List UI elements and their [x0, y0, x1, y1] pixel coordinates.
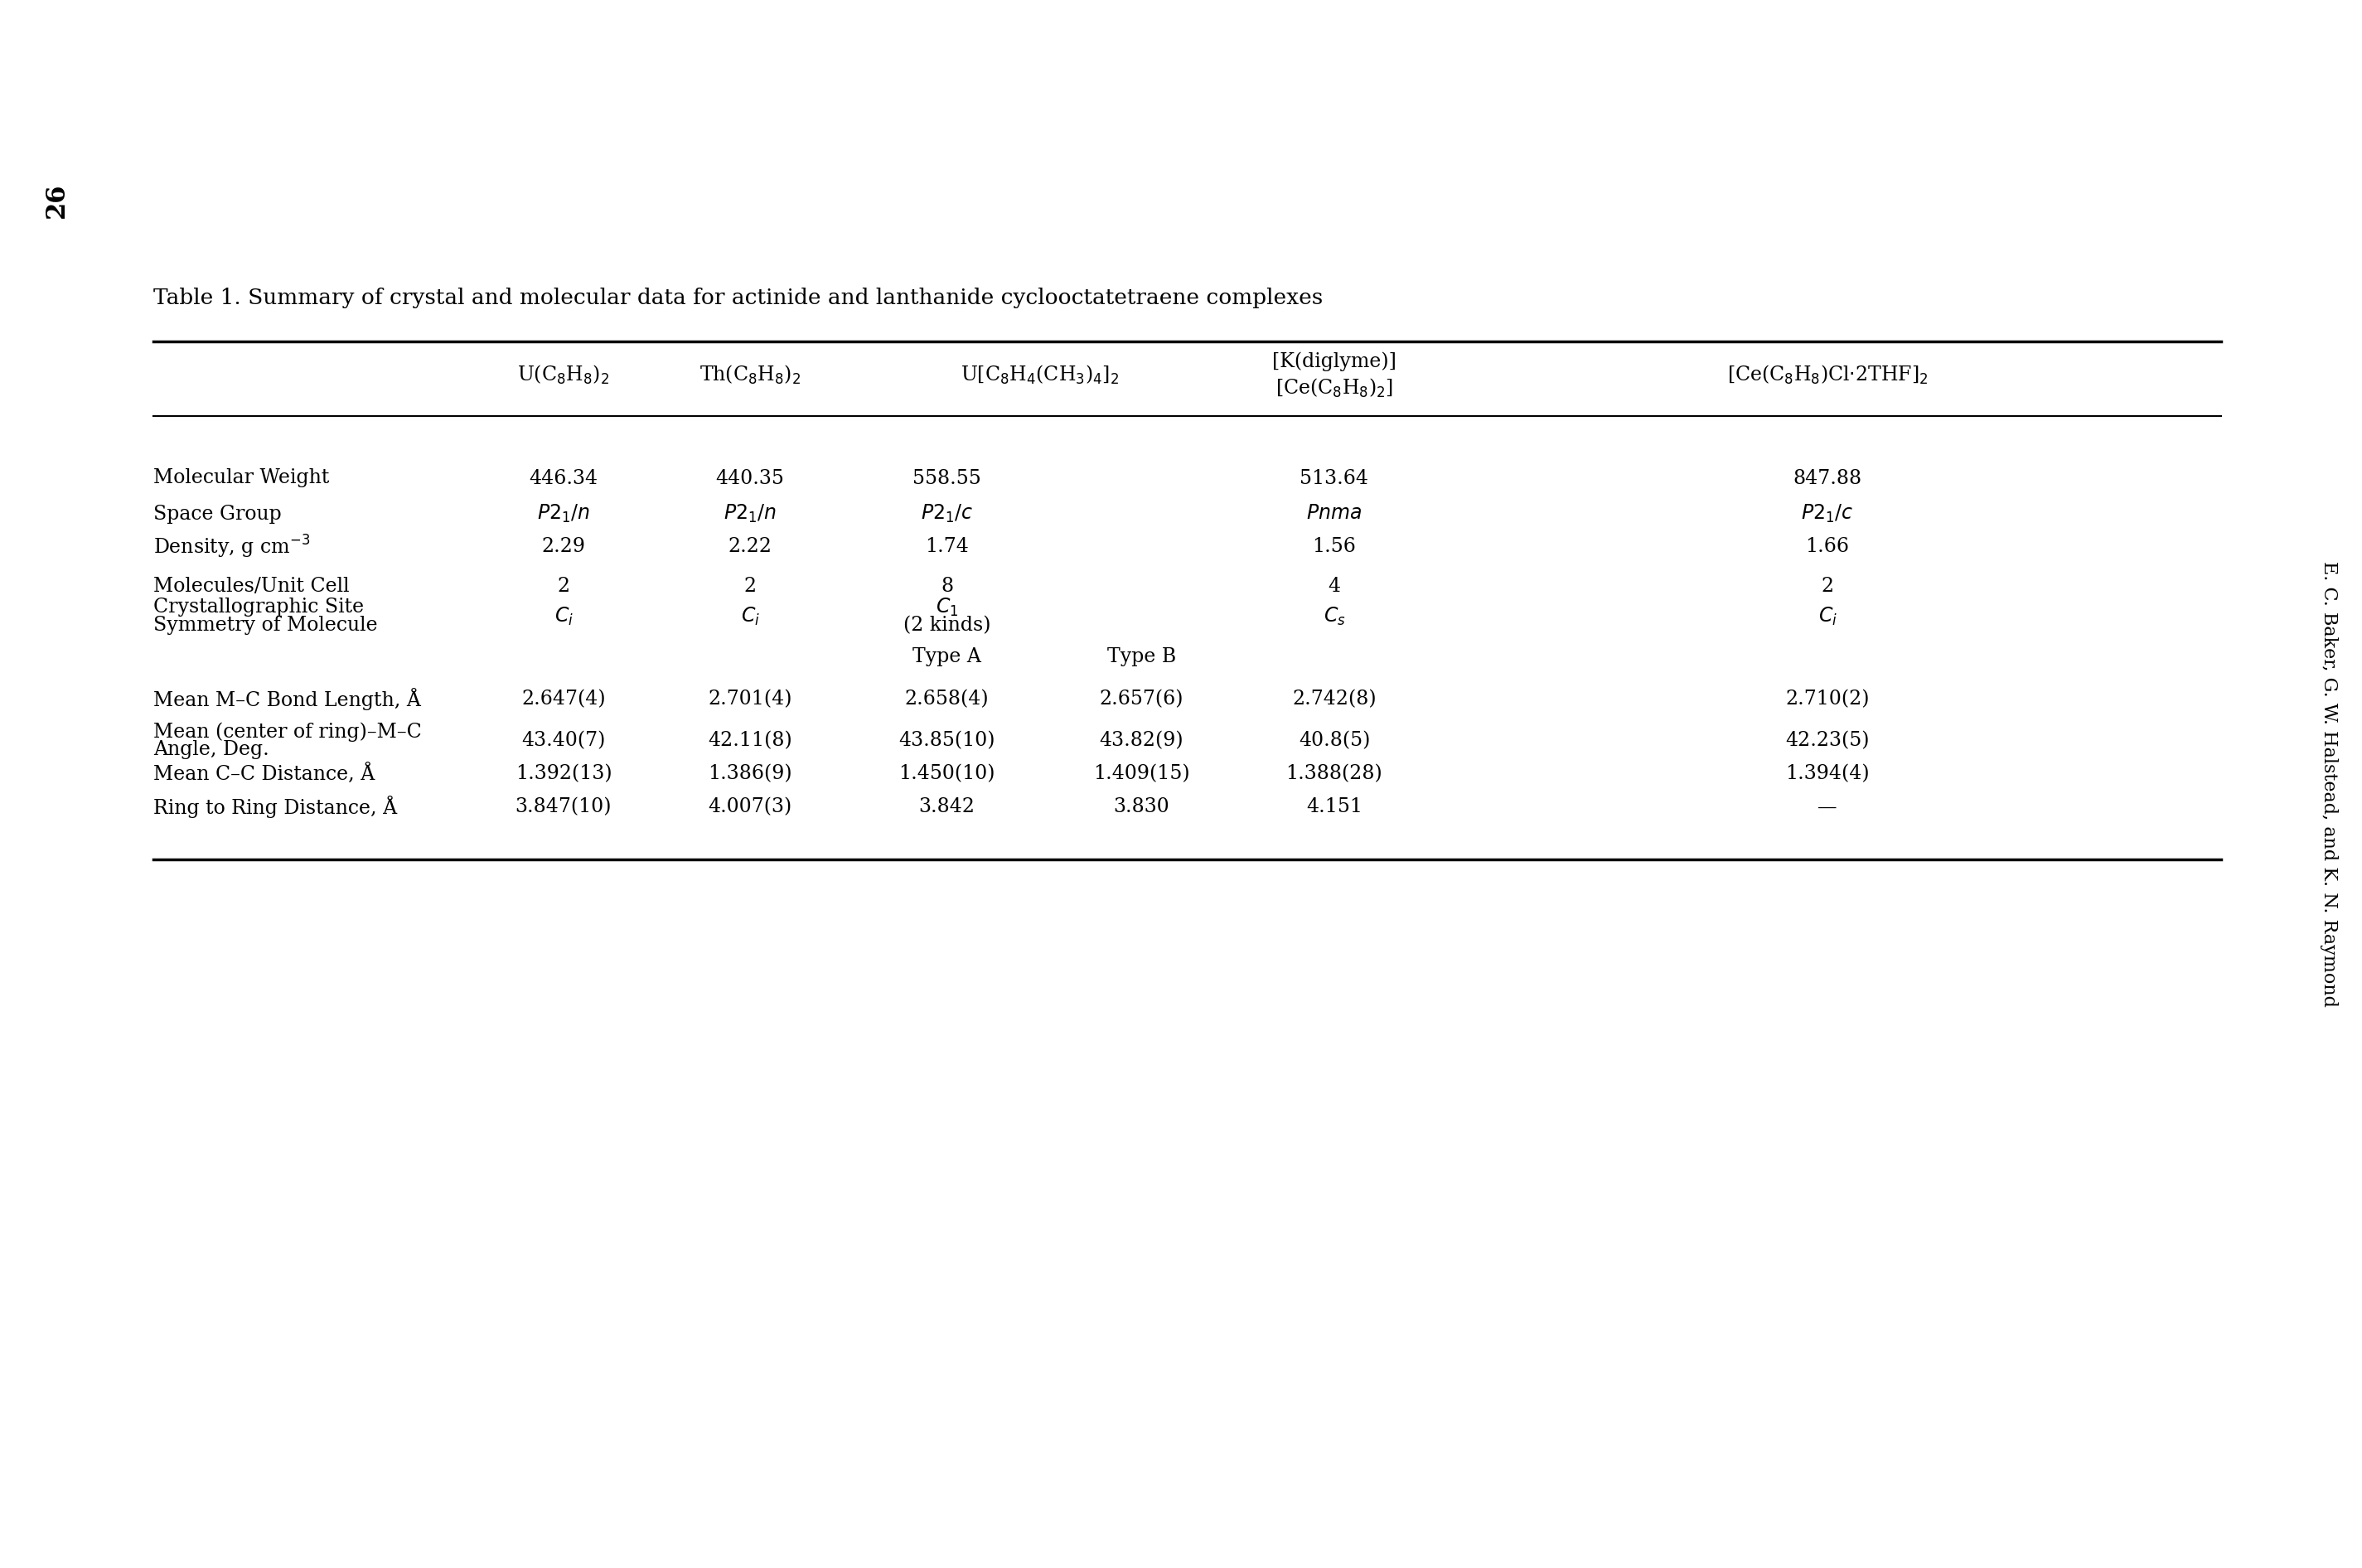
Text: 440.35: 440.35: [716, 469, 784, 488]
Text: $P2_1/c$: $P2_1/c$: [921, 503, 973, 525]
Text: 2.657(6): 2.657(6): [1101, 690, 1183, 709]
Text: U[C$_8$H$_4$(CH$_3$)$_4$]$_2$: U[C$_8$H$_4$(CH$_3$)$_4$]$_2$: [961, 364, 1120, 386]
Text: —: —: [1819, 798, 1838, 817]
Text: 2.710(2): 2.710(2): [1786, 690, 1868, 709]
Text: 513.64: 513.64: [1299, 469, 1368, 488]
Text: 4.151: 4.151: [1306, 798, 1363, 817]
Text: 4: 4: [1327, 577, 1342, 596]
Text: [Ce(C$_8$H$_8$)Cl$\cdot$2THF]$_2$: [Ce(C$_8$H$_8$)Cl$\cdot$2THF]$_2$: [1727, 364, 1927, 386]
Text: 847.88: 847.88: [1793, 469, 1861, 488]
Text: Space Group: Space Group: [154, 505, 281, 524]
Text: [K(diglyme)]: [K(diglyme)]: [1273, 351, 1396, 372]
Text: 1.66: 1.66: [1805, 538, 1849, 557]
Text: 1.386(9): 1.386(9): [709, 765, 791, 784]
Text: Mean C–C Distance, Å: Mean C–C Distance, Å: [154, 764, 376, 784]
Text: Th(C$_8$H$_8$)$_2$: Th(C$_8$H$_8$)$_2$: [699, 364, 801, 386]
Text: $C_s$: $C_s$: [1323, 605, 1346, 627]
Text: 26: 26: [43, 183, 68, 218]
Text: Type A: Type A: [912, 648, 980, 666]
Text: 2.29: 2.29: [541, 538, 586, 557]
Text: 1.394(4): 1.394(4): [1786, 765, 1871, 784]
Text: $P2_1/c$: $P2_1/c$: [1802, 503, 1854, 525]
Text: Table 1. Summary of crystal and molecular data for actinide and lanthanide cyclo: Table 1. Summary of crystal and molecula…: [154, 287, 1323, 309]
Text: Type B: Type B: [1108, 648, 1176, 666]
Text: Density, g cm$^{-3}$: Density, g cm$^{-3}$: [154, 533, 309, 560]
Text: 40.8(5): 40.8(5): [1299, 731, 1370, 751]
Text: $C_i$: $C_i$: [555, 605, 574, 627]
Text: 2: 2: [557, 577, 569, 596]
Text: 1.450(10): 1.450(10): [898, 765, 994, 784]
Text: 3.842: 3.842: [919, 798, 976, 817]
Text: $C_i$: $C_i$: [1819, 605, 1838, 627]
Text: $C_i$: $C_i$: [742, 605, 761, 627]
Text: 42.23(5): 42.23(5): [1786, 731, 1868, 751]
Text: Molecules/Unit Cell: Molecules/Unit Cell: [154, 577, 350, 596]
Text: 3.830: 3.830: [1113, 798, 1169, 817]
Text: 1.388(28): 1.388(28): [1285, 765, 1382, 784]
Text: $C_1$: $C_1$: [935, 596, 959, 618]
Text: 8: 8: [940, 577, 954, 596]
Text: $Pnma$: $Pnma$: [1306, 505, 1363, 524]
Text: Molecular Weight: Molecular Weight: [154, 469, 328, 488]
Text: 3.847(10): 3.847(10): [515, 798, 612, 817]
Text: 2.658(4): 2.658(4): [905, 690, 990, 709]
Text: 2.22: 2.22: [727, 538, 772, 557]
Text: 1.392(13): 1.392(13): [515, 765, 612, 784]
Text: 4.007(3): 4.007(3): [709, 798, 791, 817]
Text: 2: 2: [1821, 577, 1833, 596]
Text: Angle, Deg.: Angle, Deg.: [154, 740, 269, 759]
Text: 2: 2: [744, 577, 756, 596]
Text: $P2_1/n$: $P2_1/n$: [536, 503, 590, 525]
Text: Crystallographic Site: Crystallographic Site: [154, 597, 364, 616]
Text: 43.82(9): 43.82(9): [1101, 731, 1183, 751]
Text: (2 kinds): (2 kinds): [902, 616, 990, 635]
Text: E. C. Baker, G. W. Halstead, and K. N. Raymond: E. C. Baker, G. W. Halstead, and K. N. R…: [2319, 561, 2338, 1007]
Text: Symmetry of Molecule: Symmetry of Molecule: [154, 616, 378, 635]
Text: Ring to Ring Distance, Å: Ring to Ring Distance, Å: [154, 797, 397, 818]
Text: 2.742(8): 2.742(8): [1292, 690, 1377, 709]
Text: 2.701(4): 2.701(4): [709, 690, 791, 709]
Text: 1.74: 1.74: [926, 538, 968, 557]
Text: U(C$_8$H$_8$)$_2$: U(C$_8$H$_8$)$_2$: [517, 364, 609, 386]
Text: [Ce(C$_8$H$_8$)$_2$]: [Ce(C$_8$H$_8$)$_2$]: [1275, 376, 1394, 400]
Text: 42.11(8): 42.11(8): [709, 731, 791, 751]
Text: Mean M–C Bond Length, Å: Mean M–C Bond Length, Å: [154, 688, 420, 710]
Text: 2.647(4): 2.647(4): [522, 690, 605, 709]
Text: 43.40(7): 43.40(7): [522, 731, 605, 751]
Text: 1.56: 1.56: [1313, 538, 1356, 557]
Text: 43.85(10): 43.85(10): [898, 731, 994, 751]
Text: 558.55: 558.55: [912, 469, 980, 488]
Text: Mean (center of ring)–M–C: Mean (center of ring)–M–C: [154, 721, 423, 742]
Text: $P2_1/n$: $P2_1/n$: [723, 503, 777, 525]
Text: 1.409(15): 1.409(15): [1094, 765, 1190, 784]
Text: 446.34: 446.34: [529, 469, 598, 488]
